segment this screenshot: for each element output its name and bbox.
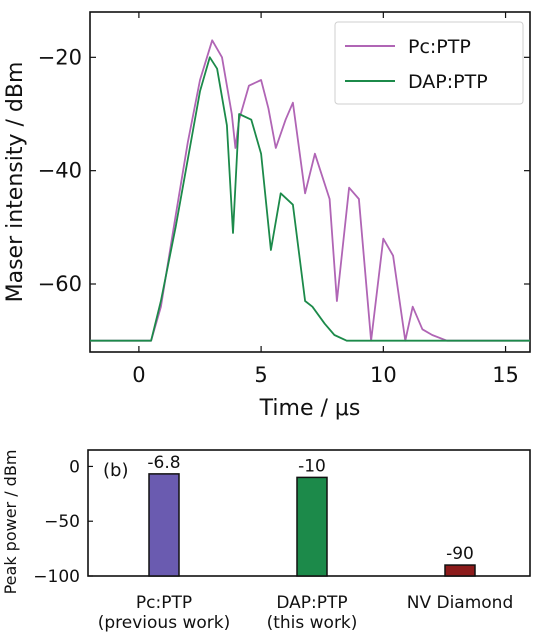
bar-y-tick-label: −100 bbox=[33, 567, 80, 587]
x-tick-label: 15 bbox=[492, 363, 519, 387]
bar-value-label: -90 bbox=[446, 544, 474, 564]
bar-value-label: -6.8 bbox=[147, 453, 180, 473]
bar-y-tick-label: −50 bbox=[44, 512, 80, 532]
legend: Pc:PTP DAP:PTP bbox=[334, 21, 524, 105]
line-chart-panel: 0 5 10 15 −20 −40 −60 Maser intensity / dBm Ti… bbox=[3, 11, 531, 421]
bar-chart-panel: -6.8 Pc:PTP(previous work) -10 DAP:PTP(this… bbox=[1, 449, 531, 633]
legend-label-pc-ptp: Pc:PTP bbox=[408, 36, 471, 58]
x-tick-label: 0 bbox=[132, 363, 145, 387]
bar-y-tick-label: 0 bbox=[69, 457, 80, 477]
category-label: DAP:PTP bbox=[276, 593, 347, 613]
x-tick-label: 10 bbox=[370, 363, 397, 387]
panel-label-b: (b) bbox=[103, 460, 128, 481]
series-line-pc-ptp bbox=[90, 39, 530, 342]
bar-series-group: -6.8 Pc:PTP(previous work) -10 DAP:PTP(this… bbox=[98, 453, 514, 633]
line-y-axis-label: Maser intensity / dBm bbox=[3, 62, 28, 303]
line-axis-ticks: 0 5 10 15 −20 −40 −60 bbox=[38, 12, 530, 387]
category-label: Pc:PTP bbox=[136, 593, 192, 613]
line-series-group bbox=[90, 39, 530, 342]
legend-label-dap-ptp: DAP:PTP bbox=[408, 71, 488, 93]
bar-y-axis-label: Peak power / dBm bbox=[1, 450, 20, 595]
line-x-axis-label: Time / μs bbox=[259, 396, 361, 421]
category-sublabel: (previous work) bbox=[98, 613, 231, 633]
y-tick-label: −60 bbox=[38, 272, 82, 296]
legend-box bbox=[334, 21, 524, 105]
category-label: NV Diamond bbox=[407, 593, 514, 613]
category-sublabel: (this work) bbox=[267, 613, 358, 633]
bar-value-label: -10 bbox=[298, 456, 326, 476]
bar-dap-ptp bbox=[296, 476, 328, 577]
series-line-dap-ptp bbox=[90, 56, 530, 342]
y-tick-label: −20 bbox=[38, 45, 82, 69]
y-tick-label: −40 bbox=[38, 159, 82, 183]
bar-pc-ptp bbox=[148, 473, 180, 577]
bar-nv-diamond bbox=[444, 564, 476, 577]
bar-axis-ticks: 0 −50 −100 bbox=[33, 457, 93, 587]
x-tick-label: 5 bbox=[254, 363, 267, 387]
line-plot-frame bbox=[89, 11, 531, 353]
